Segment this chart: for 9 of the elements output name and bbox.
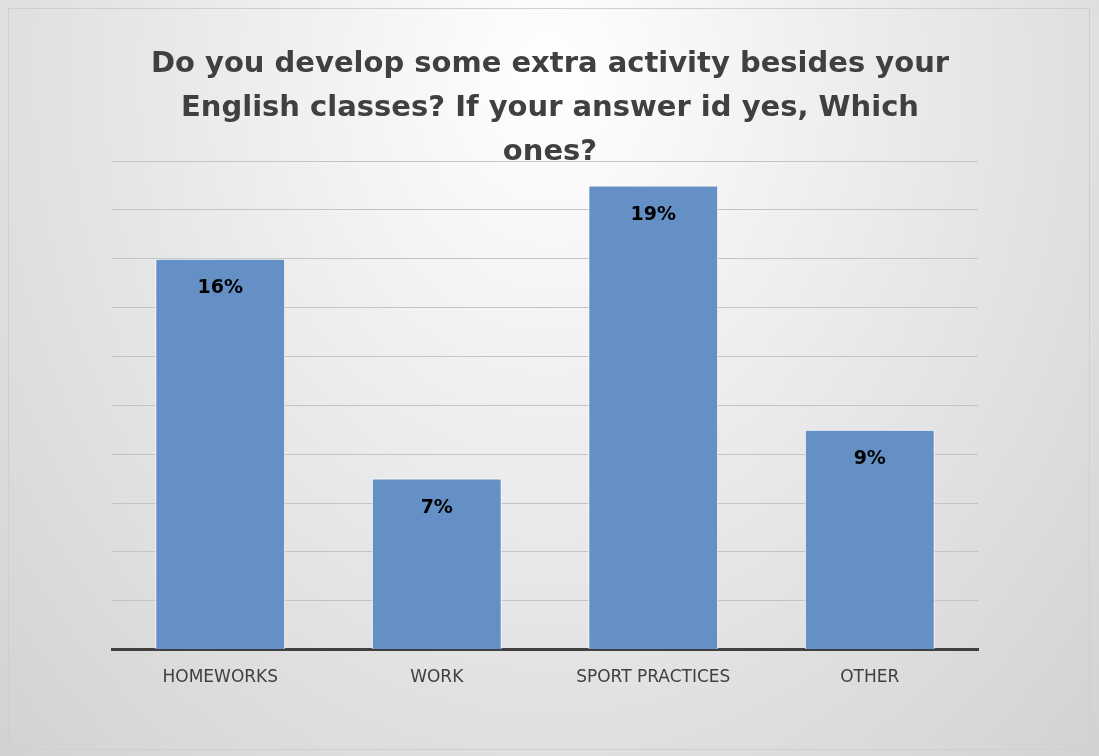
chart-title: Do you develop some extra activity besides your English classes? If your answer id yes, Which ones? [149,44,951,169]
data-label: 19% [630,201,676,224]
x-tick-label: SPORT PRACTICES [576,666,731,687]
data-label: 9% [853,446,886,469]
x-tick-label: OTHER [840,666,900,687]
x-tick-label: WORK [410,666,465,687]
x-tick-label: HOMEWORKS [162,666,279,687]
data-label: 7% [420,495,453,518]
data-label: 16% [197,275,243,298]
